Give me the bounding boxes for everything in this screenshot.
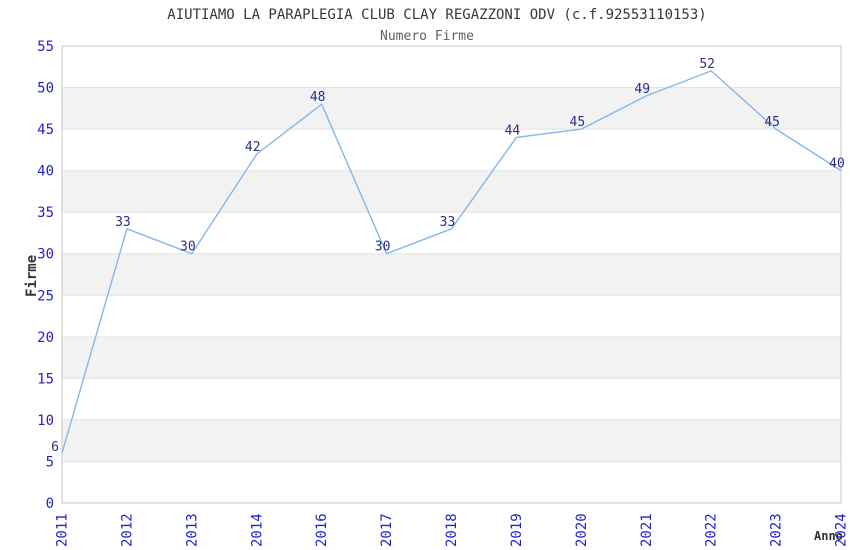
value-label: 6 xyxy=(51,440,59,455)
x-tick-label: 2020 xyxy=(574,513,590,547)
data-series xyxy=(61,70,842,454)
value-label: 44 xyxy=(505,123,521,138)
y-axis-title: Firme xyxy=(24,255,40,297)
value-label: 52 xyxy=(699,57,715,72)
y-tick-label: 30 xyxy=(37,247,54,263)
x-tick-label: 2019 xyxy=(509,513,525,547)
series-line xyxy=(61,70,842,454)
x-tick-label: 2013 xyxy=(184,513,200,547)
y-tick-label: 45 xyxy=(37,122,54,138)
y-tick-label: 35 xyxy=(37,205,54,221)
x-tick-label: 2014 xyxy=(249,513,265,547)
y-tick-label: 0 xyxy=(46,496,54,512)
y-tick-label: 40 xyxy=(37,164,54,180)
value-label: 48 xyxy=(310,90,326,105)
y-tick-label: 10 xyxy=(37,413,54,429)
stripe-band xyxy=(62,253,841,296)
value-label: 49 xyxy=(634,82,650,97)
value-label: 42 xyxy=(245,140,261,155)
value-label: 45 xyxy=(570,115,586,130)
x-tick-label: 2011 xyxy=(55,513,71,547)
x-tick-label: 2023 xyxy=(769,513,785,547)
x-tick-label: 2021 xyxy=(639,513,655,547)
x-tick-label: 2022 xyxy=(704,513,720,547)
chart-subtitle: Numero Firme xyxy=(380,29,474,44)
value-label: 30 xyxy=(180,240,196,255)
y-tick-label: 55 xyxy=(37,39,54,55)
y-tick-label: 20 xyxy=(37,330,54,346)
x-tick-label: 2018 xyxy=(444,513,460,547)
value-label: 33 xyxy=(440,215,456,230)
stripe-band xyxy=(62,87,841,130)
value-label: 40 xyxy=(829,157,845,172)
y-tick-label: 15 xyxy=(37,371,54,387)
x-tick-label: 2016 xyxy=(314,513,330,547)
y-tick-label: 50 xyxy=(37,81,54,97)
value-label: 30 xyxy=(375,240,391,255)
stripe-band xyxy=(62,419,841,462)
y-tick-label: 25 xyxy=(37,288,54,304)
y-tick-label: 5 xyxy=(46,454,54,470)
x-axis-title: Anno xyxy=(814,529,843,543)
x-tick-label: 2012 xyxy=(119,513,135,547)
value-labels: 6 33 30 42 48 30 33 44 45 49 52 45 40 xyxy=(51,57,845,455)
x-tick-label: 2024 xyxy=(834,513,850,547)
x-tick-label: 2017 xyxy=(379,513,395,547)
stripe-band xyxy=(62,170,841,213)
plot-border xyxy=(61,45,842,504)
value-label: 33 xyxy=(115,215,131,230)
chart-title: AIUTIAMO LA PARAPLEGIA CLUB CLAY REGAZZO… xyxy=(167,7,706,23)
x-axis-tick-labels: 2011 2012 2013 2014 2016 2017 2018 2019 2020 2021… xyxy=(55,513,850,547)
value-label: 45 xyxy=(764,115,780,130)
y-axis-tick-labels: 0 5 10 15 20 25 30 35 40 45 50 55 xyxy=(37,39,54,512)
stripe-bands xyxy=(62,87,841,462)
stripe-band xyxy=(62,336,841,379)
